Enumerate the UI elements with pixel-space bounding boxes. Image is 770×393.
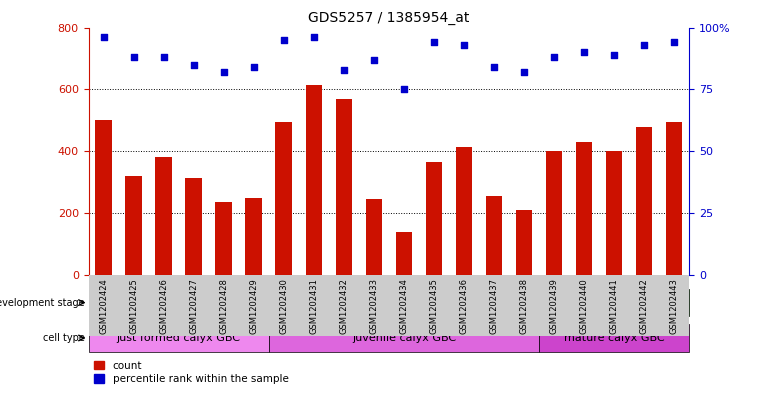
Point bbox=[368, 57, 380, 63]
Bar bbox=[546, 151, 562, 275]
Text: GSM1202442: GSM1202442 bbox=[640, 278, 648, 334]
Bar bbox=[426, 162, 442, 275]
Point bbox=[608, 51, 621, 58]
Point bbox=[578, 49, 591, 55]
Text: GSM1202431: GSM1202431 bbox=[310, 278, 318, 334]
Point bbox=[157, 54, 169, 61]
Bar bbox=[606, 151, 622, 275]
Bar bbox=[89, 324, 269, 352]
Text: GSM1202434: GSM1202434 bbox=[400, 278, 408, 334]
Title: GDS5257 / 1385954_at: GDS5257 / 1385954_at bbox=[308, 11, 470, 25]
Text: GSM1202441: GSM1202441 bbox=[610, 278, 618, 334]
Text: development stage: development stage bbox=[0, 298, 85, 308]
Point bbox=[488, 64, 500, 70]
Bar bbox=[216, 202, 232, 275]
Text: cell type: cell type bbox=[43, 333, 85, 343]
Text: GSM1202428: GSM1202428 bbox=[219, 278, 228, 334]
Bar bbox=[366, 199, 382, 275]
Legend: count, percentile rank within the sample: count, percentile rank within the sample bbox=[94, 361, 289, 384]
Bar bbox=[126, 176, 142, 275]
Point bbox=[428, 39, 440, 46]
Point bbox=[337, 66, 350, 73]
Text: GSM1202435: GSM1202435 bbox=[430, 278, 438, 334]
Text: GSM1202424: GSM1202424 bbox=[99, 278, 108, 334]
Text: GSM1202436: GSM1202436 bbox=[460, 278, 468, 334]
Text: GSM1202425: GSM1202425 bbox=[129, 278, 138, 334]
Text: GSM1202440: GSM1202440 bbox=[580, 278, 588, 334]
Bar bbox=[156, 158, 172, 275]
Text: GSM1202429: GSM1202429 bbox=[249, 278, 258, 334]
Text: GSM1202433: GSM1202433 bbox=[370, 278, 378, 334]
Text: postnatal day 21: postnatal day 21 bbox=[567, 298, 661, 308]
Text: mature calyx GBC: mature calyx GBC bbox=[564, 333, 665, 343]
Text: juvenile calyx GBC: juvenile calyx GBC bbox=[352, 333, 456, 343]
Bar bbox=[269, 289, 539, 316]
Text: GSM1202437: GSM1202437 bbox=[490, 278, 498, 334]
Point bbox=[307, 34, 320, 40]
Text: GSM1202432: GSM1202432 bbox=[340, 278, 348, 334]
Bar bbox=[276, 122, 292, 275]
Bar bbox=[95, 120, 112, 275]
Bar bbox=[666, 122, 682, 275]
Bar bbox=[269, 324, 539, 352]
Bar bbox=[306, 85, 322, 275]
Text: postnatal day 3: postnatal day 3 bbox=[136, 298, 222, 308]
Text: postnatal day 8: postnatal day 8 bbox=[360, 298, 447, 308]
Point bbox=[668, 39, 681, 46]
Point bbox=[457, 42, 470, 48]
Bar bbox=[576, 142, 592, 275]
Point bbox=[188, 61, 200, 68]
Point bbox=[127, 54, 140, 61]
Point bbox=[248, 64, 260, 70]
Text: GSM1202443: GSM1202443 bbox=[670, 278, 678, 334]
Bar bbox=[336, 99, 352, 275]
Point bbox=[97, 34, 110, 40]
Text: GSM1202439: GSM1202439 bbox=[550, 278, 558, 334]
Text: just formed calyx GBC: just formed calyx GBC bbox=[116, 333, 241, 343]
Text: GSM1202438: GSM1202438 bbox=[520, 278, 528, 334]
Bar bbox=[396, 232, 412, 275]
Point bbox=[638, 42, 650, 48]
Bar bbox=[89, 289, 269, 316]
Text: GSM1202427: GSM1202427 bbox=[189, 278, 198, 334]
Bar bbox=[246, 198, 262, 275]
Point bbox=[517, 69, 530, 75]
Text: GSM1202430: GSM1202430 bbox=[280, 278, 288, 334]
Bar bbox=[636, 127, 652, 275]
Bar bbox=[539, 289, 689, 316]
Point bbox=[277, 37, 290, 43]
Bar bbox=[456, 147, 472, 275]
Point bbox=[548, 54, 561, 61]
Point bbox=[217, 69, 229, 75]
Bar bbox=[516, 210, 532, 275]
Text: GSM1202426: GSM1202426 bbox=[159, 278, 168, 334]
Bar bbox=[486, 196, 502, 275]
Bar bbox=[186, 178, 202, 275]
Bar bbox=[539, 324, 689, 352]
Point bbox=[397, 86, 410, 92]
